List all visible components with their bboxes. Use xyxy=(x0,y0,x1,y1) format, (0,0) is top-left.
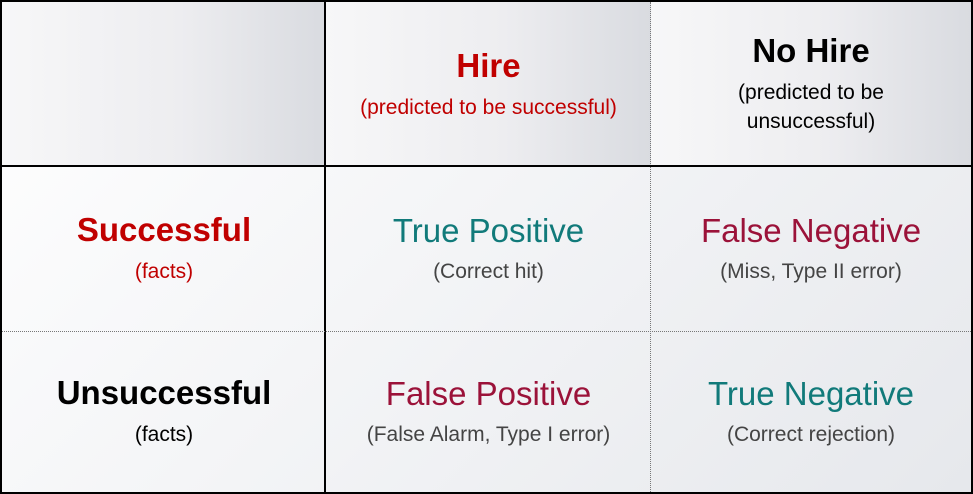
cell-true-positive: True Positive (Correct hit) xyxy=(326,166,651,331)
cell-false-positive: False Positive (False Alarm, Type I erro… xyxy=(326,331,651,492)
cell-title: True Positive xyxy=(392,212,585,249)
cell-subtitle: (Correct hit) xyxy=(433,260,544,283)
row-divider xyxy=(2,165,971,167)
row-header-subtitle: (facts) xyxy=(134,423,194,446)
cell-true-negative: True Negative (Correct rejection) xyxy=(651,331,971,492)
row-header-unsuccessful: Unsuccessful (facts) xyxy=(2,331,326,492)
cell-false-negative: False Negative (Miss, Type II error) xyxy=(651,166,971,331)
row-header-title: Unsuccessful xyxy=(56,374,272,411)
column-header-subtitle: (predicted to be unsuccessful) xyxy=(738,81,884,133)
corner-cell xyxy=(2,2,326,166)
row-header-successful: Successful (facts) xyxy=(2,166,326,331)
row-header-subtitle: (facts) xyxy=(134,260,194,283)
cell-subtitle: (False Alarm, Type I error) xyxy=(366,423,611,446)
column-header-hire: Hire (predicted to be successful) xyxy=(326,2,651,166)
column-divider xyxy=(324,2,326,492)
cell-subtitle: (Correct rejection) xyxy=(726,423,896,446)
cell-title: True Negative xyxy=(707,375,915,412)
column-header-title: Hire xyxy=(456,46,521,84)
column-header-no-hire: No Hire (predicted to be unsuccessful) xyxy=(651,2,971,166)
column-divider-dotted xyxy=(650,2,651,492)
cell-title: False Negative xyxy=(700,212,922,249)
cell-title: False Positive xyxy=(385,375,592,412)
cell-subtitle: (Miss, Type II error) xyxy=(720,260,902,283)
column-header-title: No Hire xyxy=(752,32,870,69)
column-header-subtitle: (predicted to be successful) xyxy=(360,95,617,119)
row-header-title: Successful xyxy=(76,211,252,248)
row-divider-dotted xyxy=(2,331,971,332)
